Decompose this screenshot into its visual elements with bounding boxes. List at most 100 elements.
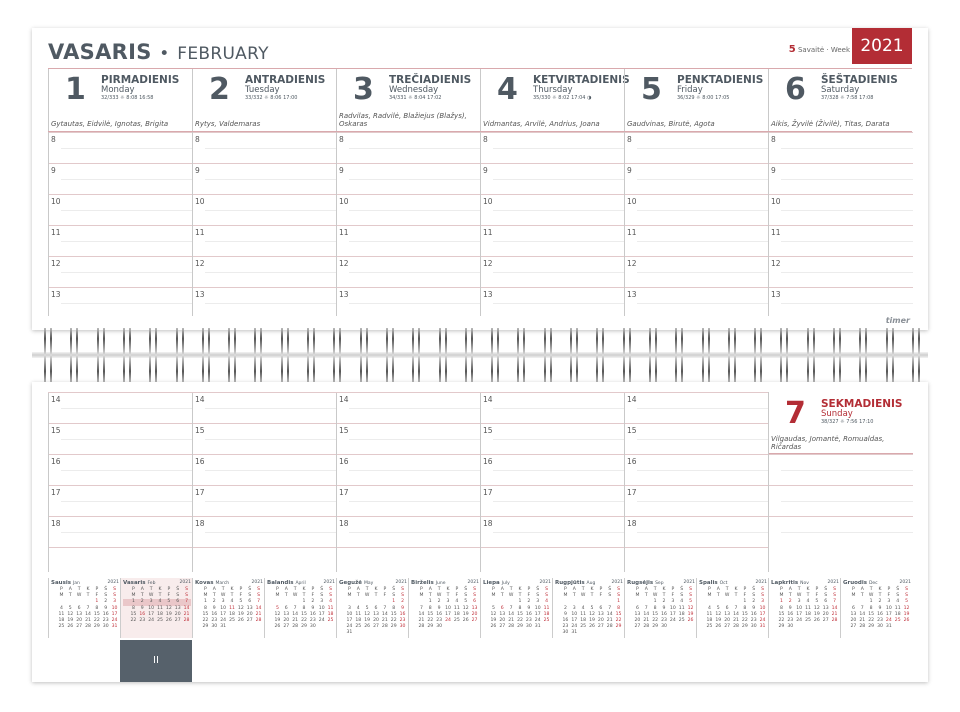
week-row: 4 5 6 7 8 9 10 xyxy=(699,606,767,612)
hour-slot[interactable]: 10 xyxy=(769,194,913,225)
month-name-en: Feb xyxy=(147,581,156,586)
hour-slot[interactable]: 14 xyxy=(193,392,337,423)
mini-day: 21 xyxy=(508,618,515,624)
hour-slot[interactable]: 11 xyxy=(769,225,913,256)
hour-slot[interactable]: 10 xyxy=(625,194,769,225)
hour-slot[interactable]: 14 xyxy=(625,392,769,423)
mini-calendar-nov[interactable]: Lapkritis Nov 2021 P A T K P Š S M T W T F S S 1 2 3 4 5 6 7 8 9… xyxy=(768,578,840,638)
hour-slot[interactable]: 8 xyxy=(769,132,913,163)
mini-calendar-jan[interactable]: Sausis Jan 2021 P A T K P Š S M T W T F S S 1 2 3 4 5 6 7 8 9 10 1… xyxy=(48,578,120,638)
mini-calendar-june[interactable]: Birželis June 2021 P A T K P Š S M T W T F S S 1 2 3 4 5 6 7 8 9… xyxy=(408,578,480,638)
mini-calendar-aug[interactable]: Rugpjūtis Aug 2021 P A T K P Š S M T W T F S S 1 2 3 4 5 6 7 8 9… xyxy=(552,578,624,638)
hour-slot[interactable]: 15 xyxy=(481,423,625,454)
week-row: 13 14 15 16 17 18 19 xyxy=(843,612,911,618)
hour-slot[interactable]: 14 xyxy=(49,392,193,423)
mini-calendar-march[interactable]: Kovas March 2021 P A T K P Š S M T W T F S S 1 2 3 4 5 6 7 8 9 10… xyxy=(192,578,264,638)
hour-slot[interactable]: 17 xyxy=(625,485,769,516)
hour-slot[interactable]: 9 xyxy=(337,163,481,194)
mini-calendar-oct[interactable]: Spalis Oct 2021 P A T K P Š S M T W T F S S 1 2 3 4 5 6 7 8 9 10 1… xyxy=(696,578,768,638)
mini-calendar-sep[interactable]: Rugsėjis Sep 2021 P A T K P Š S M T W T F S S 1 2 3 4 5 6 7 8 9 1… xyxy=(624,578,696,638)
hour-slot[interactable]: 12 xyxy=(193,256,337,287)
hour-slot[interactable]: 13 xyxy=(625,287,769,318)
hour-slot[interactable]: 18 xyxy=(481,516,625,547)
weekday: M xyxy=(131,593,136,599)
hour-slot[interactable]: 9 xyxy=(49,163,193,194)
hour-slot[interactable]: 10 xyxy=(337,194,481,225)
hour-slot[interactable]: 16 xyxy=(481,454,625,485)
hour-slot[interactable]: 16 xyxy=(193,454,337,485)
mini-day: 24 xyxy=(111,618,118,624)
month-tab[interactable]: II xyxy=(120,640,192,682)
hour-label: 17 xyxy=(483,488,493,497)
hour-slot[interactable]: 8 xyxy=(481,132,625,163)
hour-slot[interactable]: 8 xyxy=(49,132,193,163)
hour-slot[interactable]: 13 xyxy=(49,287,193,318)
hour-slot[interactable]: 13 xyxy=(769,287,913,318)
hour-slot[interactable]: 18 xyxy=(193,516,337,547)
hour-slot[interactable]: 15 xyxy=(625,423,769,454)
hour-slot[interactable]: 17 xyxy=(337,485,481,516)
hour-slot[interactable]: 9 xyxy=(481,163,625,194)
mini-day: 19 xyxy=(813,611,820,617)
hour-slot[interactable]: 12 xyxy=(625,256,769,287)
mini-calendar-july[interactable]: Liepa July 2021 P A T K P Š S M T W T F S S 1 2 3 4 5 6 7 8 9 10 1… xyxy=(480,578,552,638)
hour-slot[interactable]: 11 xyxy=(337,225,481,256)
hour-slot[interactable]: 8 xyxy=(193,132,337,163)
hour-slot[interactable]: 15 xyxy=(337,423,481,454)
mini-day xyxy=(542,624,551,630)
hour-slot[interactable]: 10 xyxy=(481,194,625,225)
mini-day: 13 xyxy=(850,611,857,617)
hour-slot[interactable] xyxy=(769,485,913,516)
weekday: Š xyxy=(176,587,180,592)
hour-slot[interactable]: 14 xyxy=(337,392,481,423)
mini-calendar-may[interactable]: Gegužė May 2021 P A T K P Š S M T W T F S S 1 2 3 4 5 6 7 8 9 10 1… xyxy=(336,578,408,638)
hour-slot[interactable]: 12 xyxy=(769,256,913,287)
mini-calendar-april[interactable]: Balandis April 2021 P A T K P Š S M T W T F S S 1 2 3 4 5 6 7 8… xyxy=(264,578,336,638)
hour-slot[interactable]: 9 xyxy=(625,163,769,194)
hour-slot[interactable]: 16 xyxy=(337,454,481,485)
mini-day: 25 xyxy=(355,624,362,630)
hour-slot[interactable]: 12 xyxy=(481,256,625,287)
hour-slot[interactable]: 8 xyxy=(337,132,481,163)
hour-slot[interactable]: 9 xyxy=(769,163,913,194)
hour-slot[interactable]: 13 xyxy=(337,287,481,318)
hour-slot[interactable]: 18 xyxy=(337,516,481,547)
hour-slot[interactable]: 10 xyxy=(193,194,337,225)
spiral-ring-icon xyxy=(463,328,475,382)
weekday: K xyxy=(878,587,882,592)
mini-calendar-dec[interactable]: Gruodis Dec 2021 P A T K P Š S M T W T F S S 1 2 3 4 5 6 7 8 9 10… xyxy=(840,578,912,638)
hour-slot[interactable]: 16 xyxy=(625,454,769,485)
hour-slot[interactable]: 18 xyxy=(49,516,193,547)
weekday: T xyxy=(878,593,882,599)
hour-slot[interactable]: 17 xyxy=(193,485,337,516)
mini-day: 8 xyxy=(203,605,207,611)
mini-day: 8 xyxy=(743,605,747,611)
mini-day: 23 xyxy=(309,618,316,624)
hour-slot[interactable]: 11 xyxy=(625,225,769,256)
hour-slot[interactable]: 12 xyxy=(49,256,193,287)
hour-slot[interactable]: 13 xyxy=(193,287,337,318)
hour-slot[interactable] xyxy=(769,454,913,485)
hour-slot[interactable]: 11 xyxy=(481,225,625,256)
hour-slot[interactable]: 9 xyxy=(193,163,337,194)
spiral-ring-icon xyxy=(778,328,790,382)
hour-slot[interactable]: 17 xyxy=(49,485,193,516)
hour-slot[interactable]: 12 xyxy=(337,256,481,287)
mini-day: 3 xyxy=(797,599,801,605)
hour-slot[interactable]: 15 xyxy=(193,423,337,454)
hour-slot[interactable]: 17 xyxy=(481,485,625,516)
hour-slot[interactable]: 13 xyxy=(481,287,625,318)
hour-slot[interactable] xyxy=(769,516,913,547)
hour-slot[interactable]: 11 xyxy=(49,225,193,256)
hour-slot[interactable]: 14 xyxy=(481,392,625,423)
hour-slot[interactable]: 11 xyxy=(193,225,337,256)
hour-slot[interactable]: 10 xyxy=(49,194,193,225)
hour-slot[interactable]: 16 xyxy=(49,454,193,485)
mini-day: 4 xyxy=(356,605,360,611)
hour-slot[interactable]: 18 xyxy=(625,516,769,547)
weekday: W xyxy=(580,593,586,599)
hour-slot[interactable]: 8 xyxy=(625,132,769,163)
mini-calendar-feb[interactable]: Vasaris Feb 2021 P A T K P Š S M T W T F S S 1 2 3 4 5 6 7 8 9 10… xyxy=(120,578,192,638)
hour-slot[interactable]: 15 xyxy=(49,423,193,454)
